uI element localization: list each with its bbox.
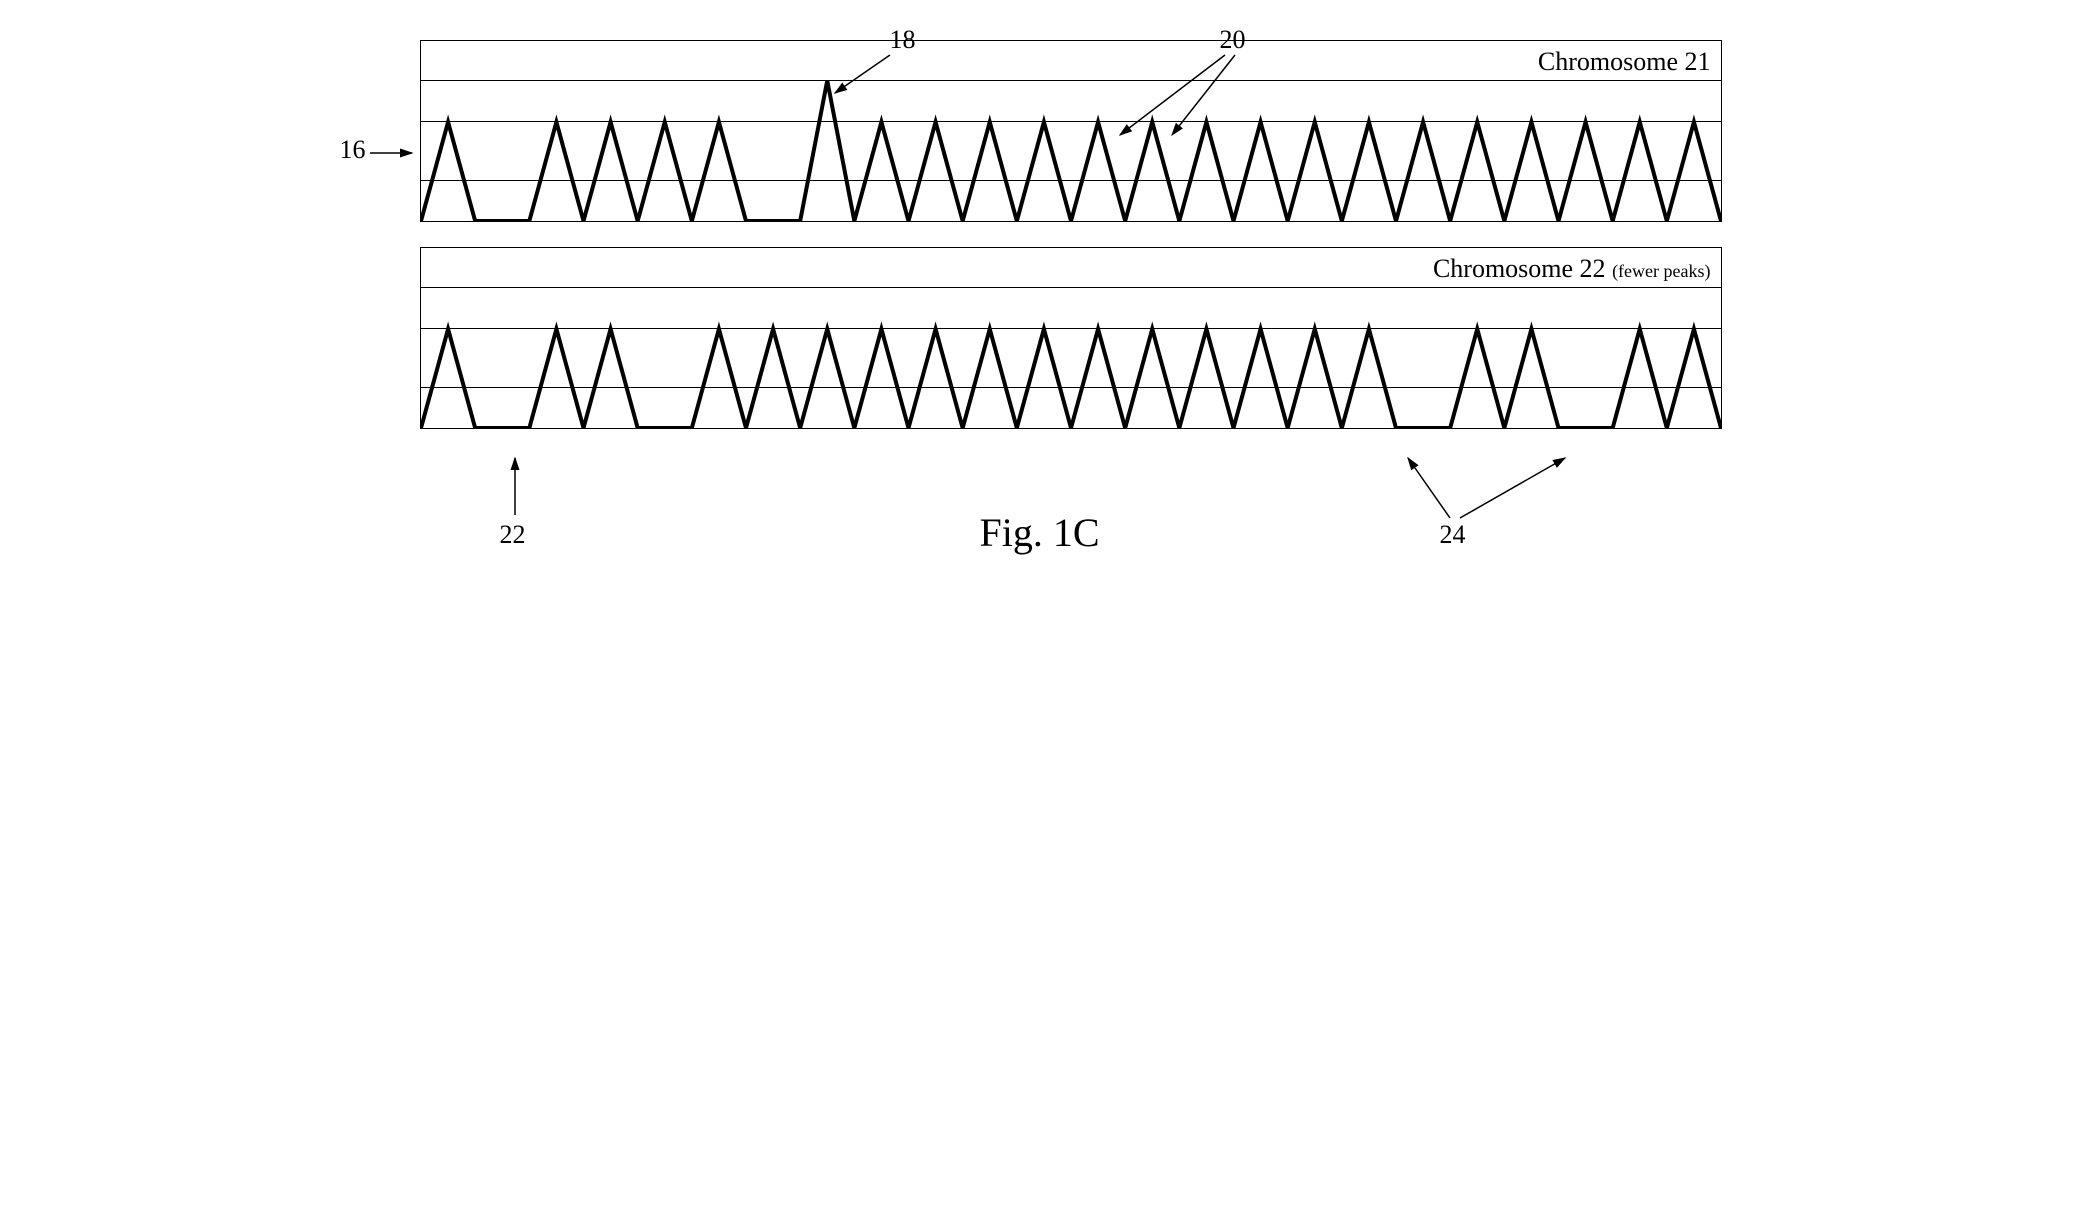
- panel-chromosome-21: Chromosome 21: [420, 40, 1722, 222]
- panel-chromosome-22: Chromosome 22 (fewer peaks): [420, 247, 1722, 429]
- peak-trace: [421, 41, 1721, 221]
- figure-container: 16 18 20: [340, 40, 1740, 556]
- callout-16-arrow: [370, 148, 420, 158]
- callout-22-arrow: [505, 450, 535, 520]
- panel-wrapper: Chromosome 21 Chromosome 22 (fewer peaks…: [420, 40, 1740, 429]
- callout-24-arrow-2: [1460, 450, 1580, 525]
- peak-trace: [421, 248, 1721, 428]
- callout-16-label: 16: [340, 135, 366, 165]
- callout-22-label: 22: [500, 520, 526, 550]
